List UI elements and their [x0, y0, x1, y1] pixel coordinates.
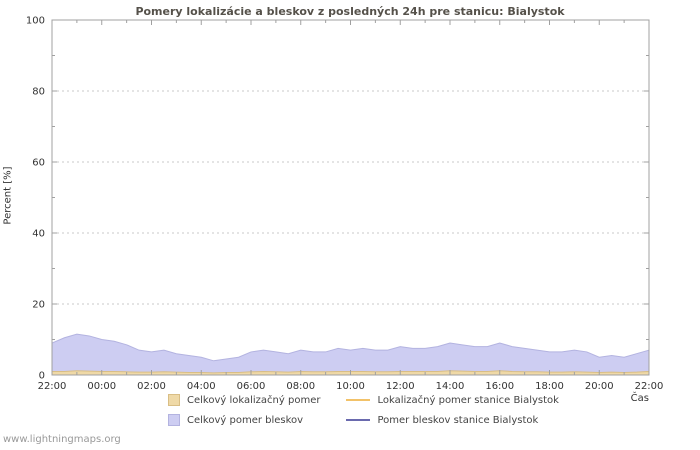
legend-swatch-station-localization-ratio [346, 399, 371, 401]
legend-item-station-strike-ratio: Pomer bleskov stanice Bialystok [346, 411, 558, 429]
legend-swatch-total-strike-ratio [168, 414, 180, 426]
y-axis-label: Percent [%] [2, 166, 14, 225]
legend-item-total-strike-ratio: Celkový pomer bleskov [168, 411, 320, 429]
legend-swatch-station-strike-ratio [346, 419, 371, 421]
x-axis-label: Čas [630, 393, 649, 404]
x-tick-label: 06:00 [237, 381, 266, 392]
y-tick-label: 60 [32, 158, 45, 169]
x-tick-label: 00:00 [87, 381, 116, 392]
x-tick-label: 16:00 [485, 381, 514, 392]
x-tick-label: 08:00 [286, 381, 315, 392]
x-tick-label: 22:00 [635, 381, 664, 392]
chart-legend: Celkový lokalizačný pomer Celkový pomer b… [168, 391, 559, 429]
y-tick-label: 0 [39, 371, 45, 382]
series-area-total-strike-ratio [51, 333, 650, 376]
x-tick-label: 12:00 [386, 381, 415, 392]
legend-label: Celkový pomer bleskov [187, 414, 304, 426]
chart-title: Pomery lokalizácie a bleskov z poslednýc… [135, 5, 565, 18]
legend-item-station-localization-ratio: Lokalizačný pomer stanice Bialystok [346, 391, 559, 409]
legend-swatch-total-localization-ratio [168, 394, 180, 406]
y-tick-label: 100 [26, 16, 45, 27]
plot-background [52, 20, 649, 375]
y-tick-label: 80 [32, 87, 45, 98]
x-tick-label: 02:00 [137, 381, 166, 392]
legend-label: Pomer bleskov stanice Bialystok [377, 414, 539, 426]
x-tick-label: 22:00 [38, 381, 67, 392]
y-tick-label: 40 [32, 229, 45, 240]
legend-label: Lokalizačný pomer stanice Bialystok [377, 394, 559, 406]
legend-label: Celkový lokalizačný pomer [187, 394, 321, 406]
x-tick-label: 10:00 [336, 381, 365, 392]
y-tick-label: 20 [32, 300, 45, 311]
x-tick-label: 04:00 [187, 381, 216, 392]
legend-item-total-localization-ratio: Celkový lokalizačný pomer [168, 391, 320, 409]
watermark-link[interactable]: www.lightningmaps.org [3, 434, 121, 445]
x-tick-label: 20:00 [585, 381, 614, 392]
x-tick-label: 14:00 [436, 381, 465, 392]
x-tick-label: 18:00 [535, 381, 564, 392]
